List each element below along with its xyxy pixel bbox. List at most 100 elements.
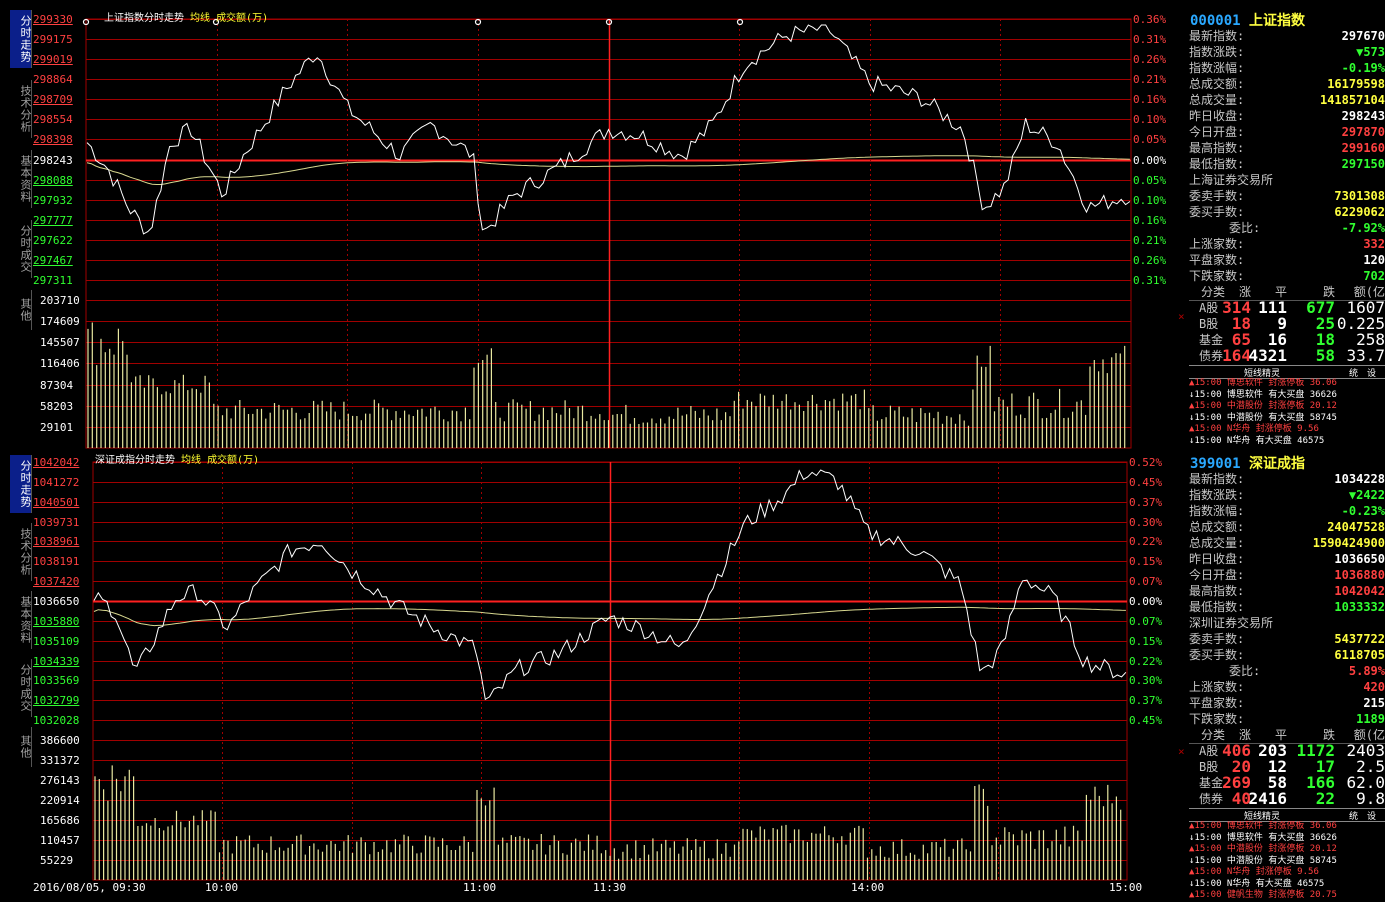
charts-canvas[interactable]: [0, 0, 1185, 892]
close-icon[interactable]: ×: [1178, 745, 1185, 758]
quote-row: 最低指数: 1033332: [1189, 599, 1385, 615]
quote-key: 最新指数:: [1189, 28, 1244, 44]
quote-row: 委卖手数: 5437722: [1189, 631, 1385, 647]
feed-header: 短线精灵统设: [1189, 365, 1385, 379]
quote-key: 昨日收盘:: [1189, 551, 1244, 567]
sh-volume-label: 58203: [40, 400, 73, 413]
sh-price-label: 298243: [33, 154, 73, 167]
quote-value: ▼573: [1356, 44, 1385, 60]
sz-pct-label: 0.07%: [1129, 575, 1162, 588]
quote-row: 最低指数: 297150: [1189, 156, 1385, 172]
quote-row: 委比: 5.89%: [1189, 663, 1385, 679]
feed-item[interactable]: ↓15:00 中潜股份 有大买盘 58745: [1189, 856, 1385, 868]
feed-item[interactable]: ↓15:00 博思软件 有大买盘 36626: [1189, 390, 1385, 402]
quote-value: 1189: [1356, 711, 1385, 727]
sz-volume-label: 276143: [40, 774, 80, 787]
feed-item[interactable]: ↓15:00 N华舟 有大买盘 46575: [1189, 879, 1385, 891]
quote-row: 今日开盘: 297870: [1189, 124, 1385, 140]
table-cell: 基金: [1199, 775, 1223, 791]
table-cell: 164: [1222, 348, 1251, 364]
quote-value: 1034228: [1334, 471, 1385, 487]
table-cell: A股: [1199, 743, 1218, 759]
top-chart-title: 上证指数分时走势 均线 成交额(万): [104, 9, 268, 24]
quote-key: 最高指数:: [1189, 583, 1244, 599]
time-label-1130: 11:30: [593, 881, 626, 894]
quote-value: 6118705: [1334, 647, 1385, 663]
quote-value: 7301308: [1334, 188, 1385, 204]
table-row[interactable]: 债券 40 2416 22 9.8: [1189, 791, 1385, 807]
feed-item[interactable]: ▲15:00 中潜股份 封涨停板 20.12: [1189, 844, 1385, 856]
top-chart-title-text: 上证指数分时走势: [104, 13, 184, 24]
quote-value: 1590424900: [1313, 535, 1385, 551]
sz-volume-label: 331372: [40, 754, 80, 767]
quote-value: ▼2422: [1349, 487, 1385, 503]
quote-key: 总成交额:: [1189, 519, 1244, 535]
sz-pct-label: 0.00%: [1129, 595, 1162, 608]
sz-price-label: 1032028: [33, 714, 79, 727]
sz-volume-label: 386600: [40, 734, 80, 747]
feed-item[interactable]: ▲15:00 N华舟 封涨停板 9.56: [1189, 867, 1385, 879]
exchange-name: 深圳证券交易所: [1189, 615, 1385, 631]
quote-key: 指数涨幅:: [1189, 503, 1244, 519]
quote-row: 平盘家数: 120: [1189, 252, 1385, 268]
quote-row: 委买手数: 6229062: [1189, 204, 1385, 220]
quote-value: 5437722: [1334, 631, 1385, 647]
close-icon[interactable]: ×: [1178, 310, 1185, 323]
quote-row: 委比: -7.92%: [1189, 220, 1385, 236]
sh-price-label: 298398: [33, 133, 73, 146]
quote-row: 最高指数: 299160: [1189, 140, 1385, 156]
sh-price-label: 297311: [33, 274, 73, 287]
feed-item[interactable]: ↓15:00 博思软件 有大买盘 36626: [1189, 833, 1385, 845]
sh-pct-label: 0.21%: [1133, 234, 1166, 247]
sh-index-code: 000001: [1190, 13, 1241, 29]
quote-value: -0.23%: [1342, 503, 1385, 519]
quote-value: 24047528: [1327, 519, 1385, 535]
feed-item[interactable]: ▲15:00 中潜股份 封涨停板 20.12: [1189, 401, 1385, 413]
sz-pct-label: 0.45%: [1129, 714, 1162, 727]
sh-price-label: 298088: [33, 174, 73, 187]
feed-item[interactable]: ▲15:00 博思软件 封涨停板 36.06: [1189, 378, 1385, 390]
sh-volume-label: 29101: [40, 421, 73, 434]
quote-row: 指数涨跌: ▼573: [1189, 44, 1385, 60]
sh-index-name: 上证指数: [1249, 13, 1305, 29]
sh-pct-label: 0.05%: [1133, 174, 1166, 187]
bottom-chart-title: 深证成指分时走势 均线 成交额(万): [95, 451, 259, 466]
sz-price-label: 1039731: [33, 516, 79, 529]
sz-pct-label: 0.22%: [1129, 535, 1162, 548]
quote-row: 指数涨幅: -0.23%: [1189, 503, 1385, 519]
time-label-1100: 11:00: [463, 881, 496, 894]
table-cell: 基金: [1199, 332, 1223, 348]
table-cell: A股: [1199, 300, 1218, 316]
sh-price-label: 297622: [33, 234, 73, 247]
sh-pct-label: 0.05%: [1133, 133, 1166, 146]
sz-pct-label: 0.22%: [1129, 655, 1162, 668]
sh-pct-label: 0.10%: [1133, 113, 1166, 126]
bottom-chart-legend-avg: 均线: [181, 455, 201, 466]
quote-row: 总成交额: 24047528: [1189, 519, 1385, 535]
quote-key: 总成交量:: [1189, 535, 1244, 551]
sh-volume-label: 87304: [40, 379, 73, 392]
quote-key: 指数涨跌:: [1189, 44, 1244, 60]
sh-price-label: 297467: [33, 254, 73, 267]
feed-item[interactable]: ▲15:00 博思软件 封涨停板 36.06: [1189, 821, 1385, 833]
sh-price-label: 298709: [33, 93, 73, 106]
feed-item[interactable]: ↓15:00 N华舟 有大买盘 46575: [1189, 436, 1385, 448]
sh-index-header: 000001 上证指数: [1190, 10, 1305, 30]
feed-item[interactable]: ↓15:00 中潜股份 有大买盘 58745: [1189, 413, 1385, 425]
quote-key: 委比:: [1229, 663, 1260, 679]
quote-value: 1036880: [1334, 567, 1385, 583]
bottom-chart-title-text: 深证成指分时走势: [95, 455, 175, 466]
sz-pct-label: 0.37%: [1129, 694, 1162, 707]
sz-volume-label: 220914: [40, 794, 80, 807]
feed-item[interactable]: ▲15:00 N华舟 封涨停板 9.56: [1189, 424, 1385, 436]
sz-price-label: 1038961: [33, 535, 79, 548]
table-cell: 33.7: [1346, 348, 1385, 364]
table-cell: B股: [1199, 759, 1218, 775]
time-label-1400: 14:00: [851, 881, 884, 894]
quote-value: 120: [1363, 252, 1385, 268]
table-cell: B股: [1199, 316, 1218, 332]
quote-key: 委卖手数:: [1189, 188, 1244, 204]
quote-key: 总成交量:: [1189, 92, 1244, 108]
table-row[interactable]: 债券 164 4321 58 33.7: [1189, 348, 1385, 364]
quote-row: 最高指数: 1042042: [1189, 583, 1385, 599]
